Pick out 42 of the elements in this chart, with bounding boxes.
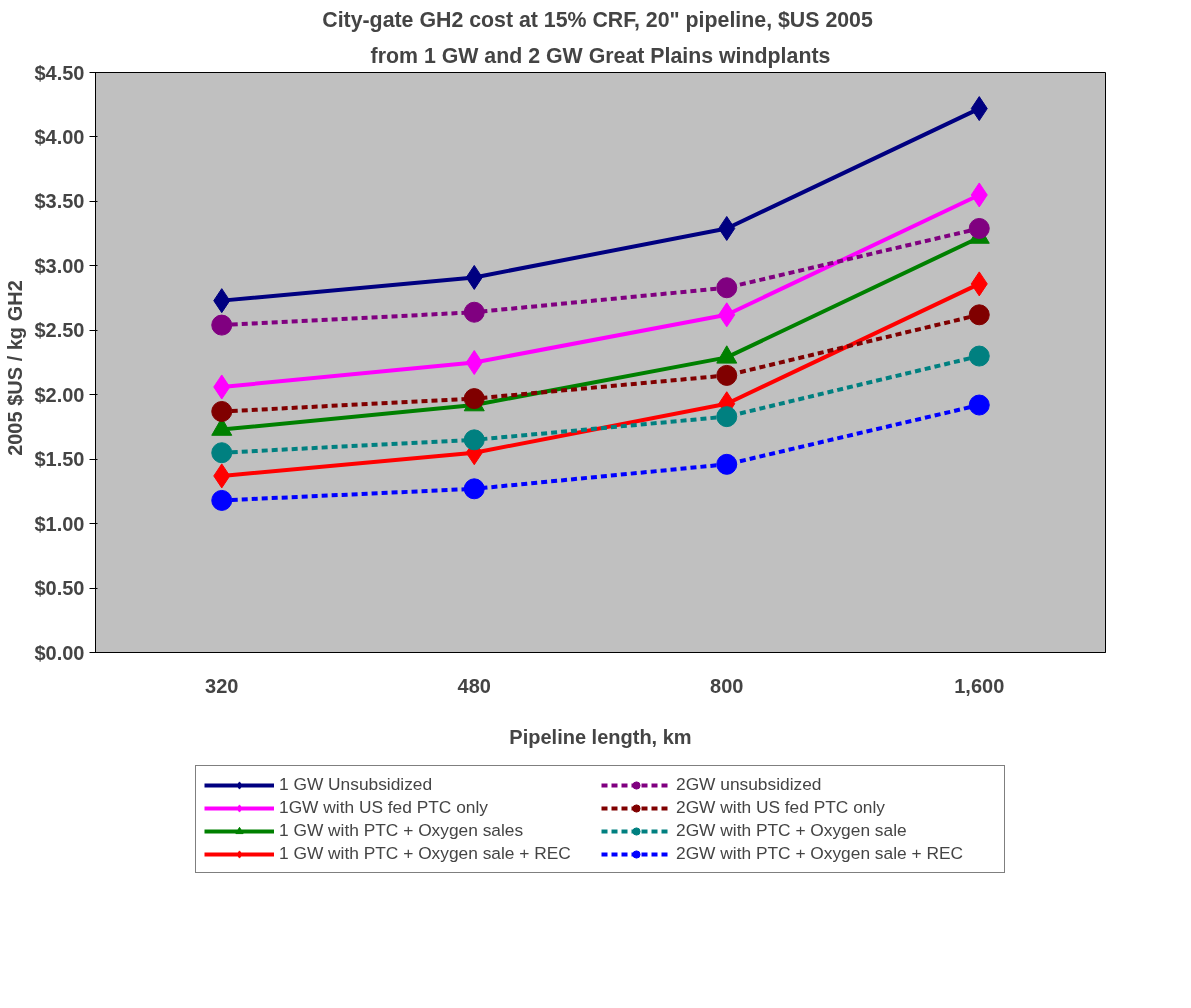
y-tick-label: $2.50 bbox=[34, 319, 85, 342]
point bbox=[465, 350, 483, 375]
point bbox=[968, 345, 990, 367]
y-tick-label: $4.00 bbox=[34, 125, 85, 148]
point bbox=[716, 364, 738, 386]
y-axis-title: 2005 $US / kg GH2 bbox=[4, 280, 27, 456]
point bbox=[716, 406, 738, 428]
legend-label: 1 GW with PTC + Oxygen sales bbox=[279, 820, 525, 841]
chart-title: City-gate GH2 cost at 15% CRF, 20" pipeline, $US 2005 bbox=[322, 7, 873, 32]
y-tick-label: $1.00 bbox=[34, 512, 85, 535]
x-tick-label: 800 bbox=[710, 674, 744, 697]
y-tick-label: $4.50 bbox=[34, 61, 85, 84]
y-tick-label: $3.00 bbox=[34, 254, 85, 277]
y-tick-label: $0.00 bbox=[34, 641, 85, 664]
point bbox=[968, 304, 990, 326]
y-tick-label: $0.50 bbox=[34, 577, 85, 600]
legend-label: 2GW unsubsidized bbox=[676, 774, 823, 795]
legend-label: 1GW with US fed PTC only bbox=[279, 797, 489, 818]
x-axis-title: Pipeline length, km bbox=[509, 725, 692, 748]
point bbox=[211, 314, 233, 336]
y-tick-label: $1.50 bbox=[34, 448, 85, 471]
point bbox=[211, 442, 233, 464]
legend-label: 2GW with PTC + Oxygen sale bbox=[676, 820, 908, 841]
legend-label: 1 GW with PTC + Oxygen sale + REC bbox=[279, 843, 572, 864]
point bbox=[211, 401, 233, 422]
y-tick-label: $2.00 bbox=[34, 383, 85, 406]
y-tick-label: $3.50 bbox=[34, 190, 85, 213]
point bbox=[463, 429, 485, 451]
x-tick-label: 320 bbox=[205, 674, 239, 697]
point bbox=[463, 301, 485, 323]
x-tick-label: 1,600 bbox=[954, 674, 1005, 697]
legend-label: 2GW with PTC + Oxygen sale + REC bbox=[676, 843, 964, 864]
x-tick-label: 480 bbox=[457, 674, 491, 697]
point bbox=[716, 277, 738, 299]
point bbox=[211, 489, 233, 511]
point bbox=[968, 217, 990, 239]
point bbox=[968, 394, 990, 416]
chart-subtitle: from 1 GW and 2 GW Great Plains windplants bbox=[370, 43, 831, 68]
legend-label: 2GW with US fed PTC only bbox=[676, 797, 886, 818]
point bbox=[716, 453, 738, 475]
legend-label: 1 GW Unsubsidized bbox=[279, 774, 434, 795]
point bbox=[463, 478, 485, 500]
